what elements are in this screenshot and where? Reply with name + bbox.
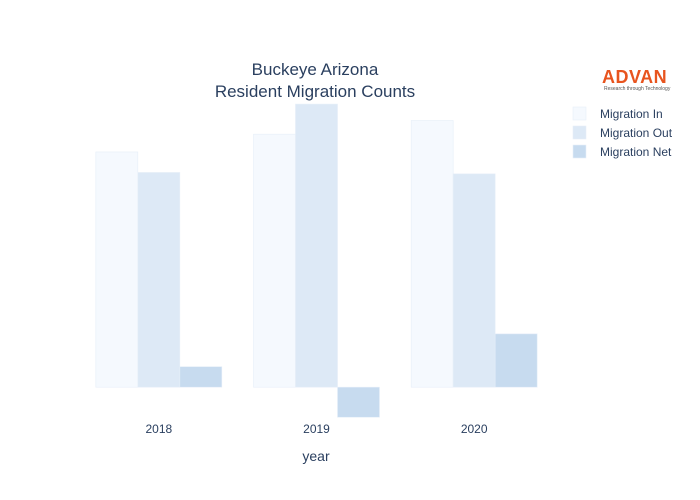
x-tick-label-2019: 2019 — [303, 422, 330, 436]
legend-label-migration-net: Migration Net — [600, 145, 672, 159]
x-tick-label-2020: 2020 — [461, 422, 488, 436]
legend-label-migration-in: Migration In — [600, 107, 663, 121]
legend-swatch-migration-net — [572, 144, 587, 159]
x-axis-ticks: 2018 2019 2020 — [145, 422, 487, 436]
bar-migration-net-2020[interactable] — [494, 333, 538, 388]
legend-swatch-migration-out — [572, 125, 587, 140]
bar-migration-in-2019[interactable] — [253, 133, 296, 388]
chart-title-line-2: Resident Migration Counts — [215, 82, 415, 101]
x-tick-label-2018: 2018 — [145, 422, 172, 436]
legend-label-migration-out: Migration Out — [600, 126, 673, 140]
bar-migration-out-2020[interactable] — [452, 173, 496, 388]
legend-item-migration-in[interactable]: Migration In — [572, 106, 663, 121]
legend-item-migration-net[interactable]: Migration Net — [572, 144, 672, 159]
logo-tagline: Research through Technology — [604, 86, 671, 92]
bar-migration-out-2019[interactable] — [295, 103, 338, 388]
logo-wordmark: ADVAN — [602, 67, 667, 87]
bar-migration-net-2018[interactable] — [179, 366, 223, 388]
x-axis-title: year — [302, 448, 330, 464]
bar-migration-in-2018[interactable] — [95, 151, 139, 388]
bar-migration-in-2020[interactable] — [410, 120, 454, 388]
bar-migration-out-2018[interactable] — [137, 172, 181, 388]
legend[interactable]: Migration In Migration Out Migration Net — [572, 106, 673, 159]
plot-area — [95, 103, 538, 418]
advan-logo: ADVAN Research through Technology — [602, 67, 671, 92]
legend-item-migration-out[interactable]: Migration Out — [572, 125, 673, 140]
chart-title: Buckeye Arizona Resident Migration Count… — [215, 60, 415, 101]
legend-swatch-migration-in — [572, 106, 587, 121]
bar-migration-net-2019[interactable] — [337, 386, 380, 418]
chart-title-line-1: Buckeye Arizona — [252, 60, 379, 79]
